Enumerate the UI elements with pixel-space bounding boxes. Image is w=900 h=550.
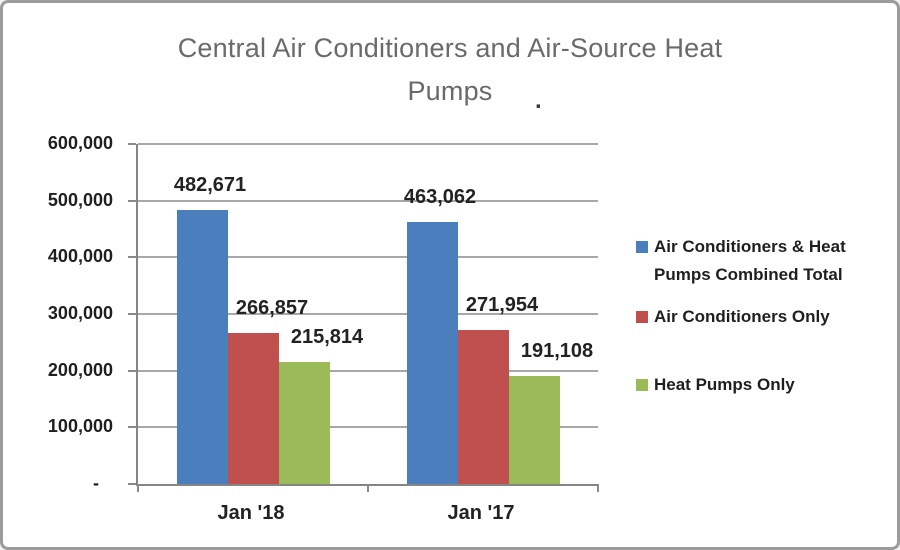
bar-value-label: 266,857 [235,297,309,319]
bar-value-label: 191,108 [520,340,594,362]
x-axis-tick [597,484,599,492]
y-tick-label: 500,000 [47,190,113,210]
y-tick-label: 600,000 [47,133,113,153]
bar-jan17-series1 [407,222,458,484]
y-tick-label: - [93,473,99,493]
y-tick-label: 200,000 [47,360,113,380]
bar-value-label: 482,671 [173,174,247,196]
y-tick-label: 100,000 [47,416,113,436]
x-category-label: Jan '17 [447,502,515,524]
legend-label-line: Air Conditioners Only [654,307,830,326]
legend-swatch-icon [636,311,648,323]
y-axis-tick [128,256,136,258]
x-category-label: Jan '18 [217,502,285,524]
bar-jan17-series3 [509,376,560,484]
gridline [138,313,598,315]
bar-jan18-series1 [177,210,228,484]
y-axis-tick [128,143,136,145]
legend-item: Heat Pumps Only [636,371,795,399]
gridline [138,200,598,202]
bar-jan17-series2 [458,330,509,484]
chart-title: Central Air Conditioners and Air-Source … [43,27,857,113]
y-axis-tick [128,313,136,315]
x-axis-tick [367,484,369,492]
chart-title-line2: Pumps [407,76,493,106]
legend-label: Air Conditioners Only [654,303,830,331]
plot-area: 482,671 266,857 215,814 463,062 271,954 191,1… [128,143,599,492]
legend-swatch-icon [636,379,648,391]
y-axis-tick [128,483,136,485]
legend-label: Heat Pumps Only [654,371,795,399]
bar-jan18-series2 [228,333,279,484]
legend-swatch-icon [636,241,648,253]
gridline [138,256,598,258]
gridline [138,370,598,372]
gridline [138,426,598,428]
legend-item: Air Conditioners & Heat Pumps Combined To… [636,233,846,289]
chart-title-line1: Central Air Conditioners and Air-Source … [177,33,723,63]
bar-value-label: 215,814 [290,326,364,348]
stray-period: . [535,87,542,114]
y-axis-tick [128,426,136,428]
legend-label-line: Pumps Combined Total [654,265,843,284]
y-axis-tick [128,200,136,202]
bar-jan18-series3 [279,362,330,484]
legend-label-line: Heat Pumps Only [654,375,795,394]
gridline [138,143,598,145]
legend-label-line: Air Conditioners & Heat [654,237,846,256]
legend-label: Air Conditioners & Heat Pumps Combined To… [654,233,846,289]
y-tick-label: 400,000 [47,246,113,266]
legend-item: Air Conditioners Only [636,303,830,331]
x-axis-tick [137,484,139,492]
bar-value-label: 463,062 [403,186,477,208]
y-tick-label: 300,000 [47,303,113,323]
bar-value-label: 271,954 [465,294,539,316]
y-axis-tick [128,370,136,372]
